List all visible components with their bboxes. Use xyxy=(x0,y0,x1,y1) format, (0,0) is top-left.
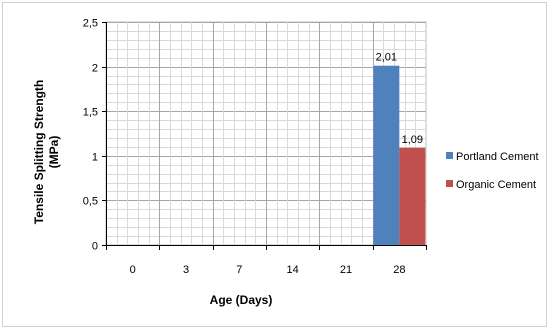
legend-label-portland: Portland Cement xyxy=(456,151,539,163)
x-tick-label: 3 xyxy=(183,264,189,276)
y-tick-label: 1,5 xyxy=(83,107,98,119)
y-tick-label: 1 xyxy=(92,152,98,164)
x-tick-label: 21 xyxy=(340,264,352,276)
y-tick-label: 2,5 xyxy=(83,18,98,30)
y-axis-title-line1: Tensile Splitting Strength xyxy=(32,80,46,224)
legend: Portland Cement Organic Cement xyxy=(446,151,539,191)
legend-swatch-portland xyxy=(446,152,453,159)
labels: Age (Days) Tensile Splitting Strength (M… xyxy=(32,80,272,307)
x-tick-label: 14 xyxy=(287,264,299,276)
legend-swatch-organic xyxy=(446,180,453,187)
legend-label-organic: Organic Cement xyxy=(456,179,536,191)
bars: 2,01 1,09 xyxy=(373,52,426,245)
bar-organic-cement-28 xyxy=(399,147,426,245)
x-tick-label: 28 xyxy=(393,264,405,276)
x-tick-label: 0 xyxy=(130,264,136,276)
bar-portland-cement-28 xyxy=(373,65,400,245)
y-axis-title-line2: (MPa) xyxy=(47,136,61,169)
y-tick-label: 2 xyxy=(92,63,98,75)
axes: 0 0,5 1 1,5 2 2,5 0 3 7 14 21 28 xyxy=(83,18,427,276)
grid xyxy=(105,21,427,246)
data-label-portland-cement: 2,01 xyxy=(376,52,397,64)
data-label-organic-cement: 1,09 xyxy=(402,134,423,146)
y-tick-label: 0,5 xyxy=(83,196,98,208)
y-tick-label: 0 xyxy=(92,241,98,253)
x-axis-title: Age (Days) xyxy=(210,293,273,307)
x-tick-label: 7 xyxy=(236,264,242,276)
